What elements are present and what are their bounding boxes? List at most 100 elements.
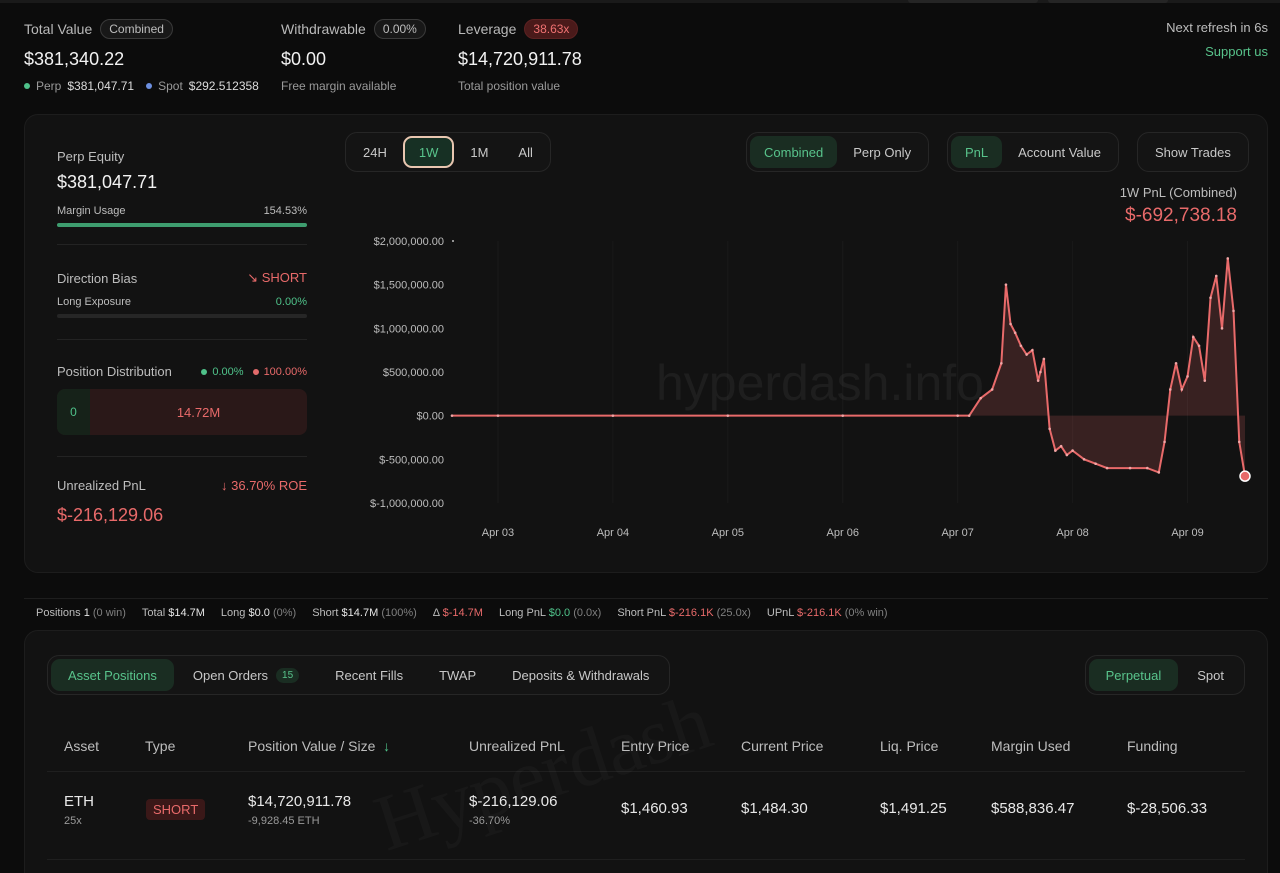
- col-asset[interactable]: Asset: [64, 738, 100, 754]
- table-divider: [47, 771, 1245, 772]
- tab-recent-fills[interactable]: Recent Fills: [335, 667, 404, 683]
- summary-longpnl-label: Long PnL: [498, 606, 546, 619]
- data-point: [1168, 388, 1172, 391]
- support-link[interactable]: Support us: [1205, 44, 1268, 59]
- distribution-bar: 0 14.72M: [57, 389, 307, 435]
- data-point: [1232, 309, 1235, 313]
- margin-usage-bar: [57, 223, 307, 227]
- data-point: [1019, 344, 1023, 348]
- chart-headline-value: $-692,738.18: [1125, 205, 1237, 226]
- direction-bias-label: Direction Bias: [57, 270, 138, 286]
- tab-asset-positions[interactable]: Asset Positions: [51, 659, 174, 691]
- col-entry-price[interactable]: Entry Price: [621, 738, 690, 754]
- data-point: [450, 414, 454, 417]
- leverage-pill: 38.63x: [524, 19, 579, 39]
- summary-longpnl: $0.0: [548, 606, 571, 619]
- data-point: [1094, 462, 1097, 466]
- data-point: [1157, 471, 1161, 474]
- y-tick-label: $-1,000,000.00: [370, 498, 444, 510]
- margin-usage-value: 154.53%: [263, 205, 307, 217]
- withdrawable-label: Withdrawable: [281, 21, 366, 37]
- summary-shortpnl: $-216.1K: [668, 606, 714, 619]
- row-leverage: 25x: [64, 815, 82, 827]
- x-tick-label: Apr 06: [827, 527, 859, 539]
- row-upnl-pct: -36.70%: [469, 815, 510, 827]
- perp-value: $381,047.71: [67, 79, 135, 93]
- data-point: [611, 414, 615, 417]
- x-tick-label: Apr 04: [597, 527, 629, 539]
- margin-usage-fill: [57, 223, 307, 227]
- pnl-chart[interactable]: hyperdash.info $2,000,000.00 $1,500,000.00…: [25, 115, 1269, 574]
- divider: [57, 456, 307, 457]
- data-point: [1031, 348, 1034, 352]
- tab-perpetual[interactable]: Perpetual: [1088, 659, 1179, 691]
- combined-pill[interactable]: Combined: [100, 19, 173, 39]
- data-point: [1009, 322, 1012, 326]
- data-point: [1197, 344, 1201, 348]
- summary-shortpnl-label: Short PnL: [617, 606, 666, 619]
- metric-account-value[interactable]: Account Value: [1018, 144, 1102, 160]
- y-tick-label: $1,000,000.00: [374, 323, 444, 335]
- data-point: [1191, 335, 1195, 339]
- range-all[interactable]: All: [518, 144, 533, 160]
- y-tick-label: $2,000,000.00: [374, 236, 444, 248]
- show-trades-button[interactable]: Show Trades: [1155, 144, 1231, 160]
- summary-short-pct: (100%): [381, 606, 417, 619]
- range-24h[interactable]: 24H: [363, 144, 387, 160]
- tab-deposits-withdrawals[interactable]: Deposits & Withdrawals: [512, 667, 650, 683]
- top-border: [0, 0, 1280, 3]
- summary-shortpnl-x: (25.0x): [716, 606, 751, 619]
- direction-bias-section: Direction Bias ↘ SHORT Long Exposure 0.00…: [57, 270, 307, 318]
- data-point: [1054, 449, 1057, 452]
- col-type[interactable]: Type: [145, 738, 176, 754]
- total-value: $381,340.22: [24, 49, 125, 69]
- col-position-value[interactable]: Position Value / Size ↓: [248, 738, 390, 754]
- summary-short-label: Short: [312, 606, 339, 619]
- data-point: [1000, 361, 1003, 365]
- row-size: -9,928.45 ETH: [248, 815, 320, 827]
- col-margin-used[interactable]: Margin Used: [991, 738, 1071, 754]
- withdrawable-value: $0.00: [281, 49, 327, 69]
- tab-open-orders[interactable]: Open Orders 15: [176, 659, 316, 691]
- range-1m[interactable]: 1M: [470, 144, 489, 160]
- col-liq-price[interactable]: Liq. Price: [880, 738, 939, 754]
- position-distribution-label: Position Distribution: [57, 364, 172, 379]
- metric-pnl[interactable]: PnL: [951, 136, 1003, 168]
- sort-down-icon: ↓: [379, 738, 391, 754]
- long-dot: [201, 368, 208, 375]
- data-point: [841, 414, 845, 417]
- data-point: [1226, 257, 1230, 260]
- positions-tabs: Asset Positions Open Orders 15 Recent Fil…: [47, 655, 671, 695]
- tab-spot[interactable]: Spot: [1197, 667, 1224, 683]
- positions-card: Asset Positions Open Orders 15 Recent Fil…: [24, 630, 1268, 873]
- summary-total: $14.7M: [168, 606, 205, 619]
- roe-value: 36.70% ROE: [231, 478, 307, 493]
- data-point: [1174, 361, 1178, 365]
- data-point: [496, 414, 500, 417]
- row-liq-price: $1,491.25: [880, 800, 947, 817]
- range-1w[interactable]: 1W: [402, 136, 455, 168]
- mode-selector: Combined Perp Only: [746, 132, 930, 172]
- tab-twap[interactable]: TWAP: [439, 667, 477, 683]
- row-type-badge: SHORT: [146, 799, 206, 820]
- x-tick-label: Apr 07: [941, 527, 973, 539]
- data-point: [967, 414, 971, 417]
- col-funding[interactable]: Funding: [1127, 738, 1178, 754]
- data-point: [979, 396, 982, 400]
- data-point: [1082, 458, 1086, 461]
- data-point: [1039, 370, 1042, 374]
- data-point: [956, 414, 959, 417]
- row-asset[interactable]: ETH: [64, 793, 94, 810]
- dist-long-segment: 0: [57, 389, 90, 435]
- row-funding: $-28,506.33: [1127, 800, 1208, 817]
- total-value-stat: Total Value Combined $381,340.22 Perp $381…: [24, 18, 259, 93]
- summary-delta: $-14.7M: [442, 606, 483, 619]
- position-distribution-section: Position Distribution 0.00% 100.00% 0 14…: [57, 364, 307, 435]
- mode-combined[interactable]: Combined: [750, 136, 838, 168]
- col-unrealized-pnl[interactable]: Unrealized PnL: [469, 738, 565, 754]
- summary-long-pct: (0%): [272, 606, 297, 619]
- col-current-price[interactable]: Current Price: [741, 738, 824, 754]
- summary-long-label: Long: [220, 606, 246, 619]
- mode-perp-only[interactable]: Perp Only: [853, 144, 912, 160]
- positions-summary: Positions 1 (0 win) Total $14.7M Long $0…: [24, 598, 1268, 626]
